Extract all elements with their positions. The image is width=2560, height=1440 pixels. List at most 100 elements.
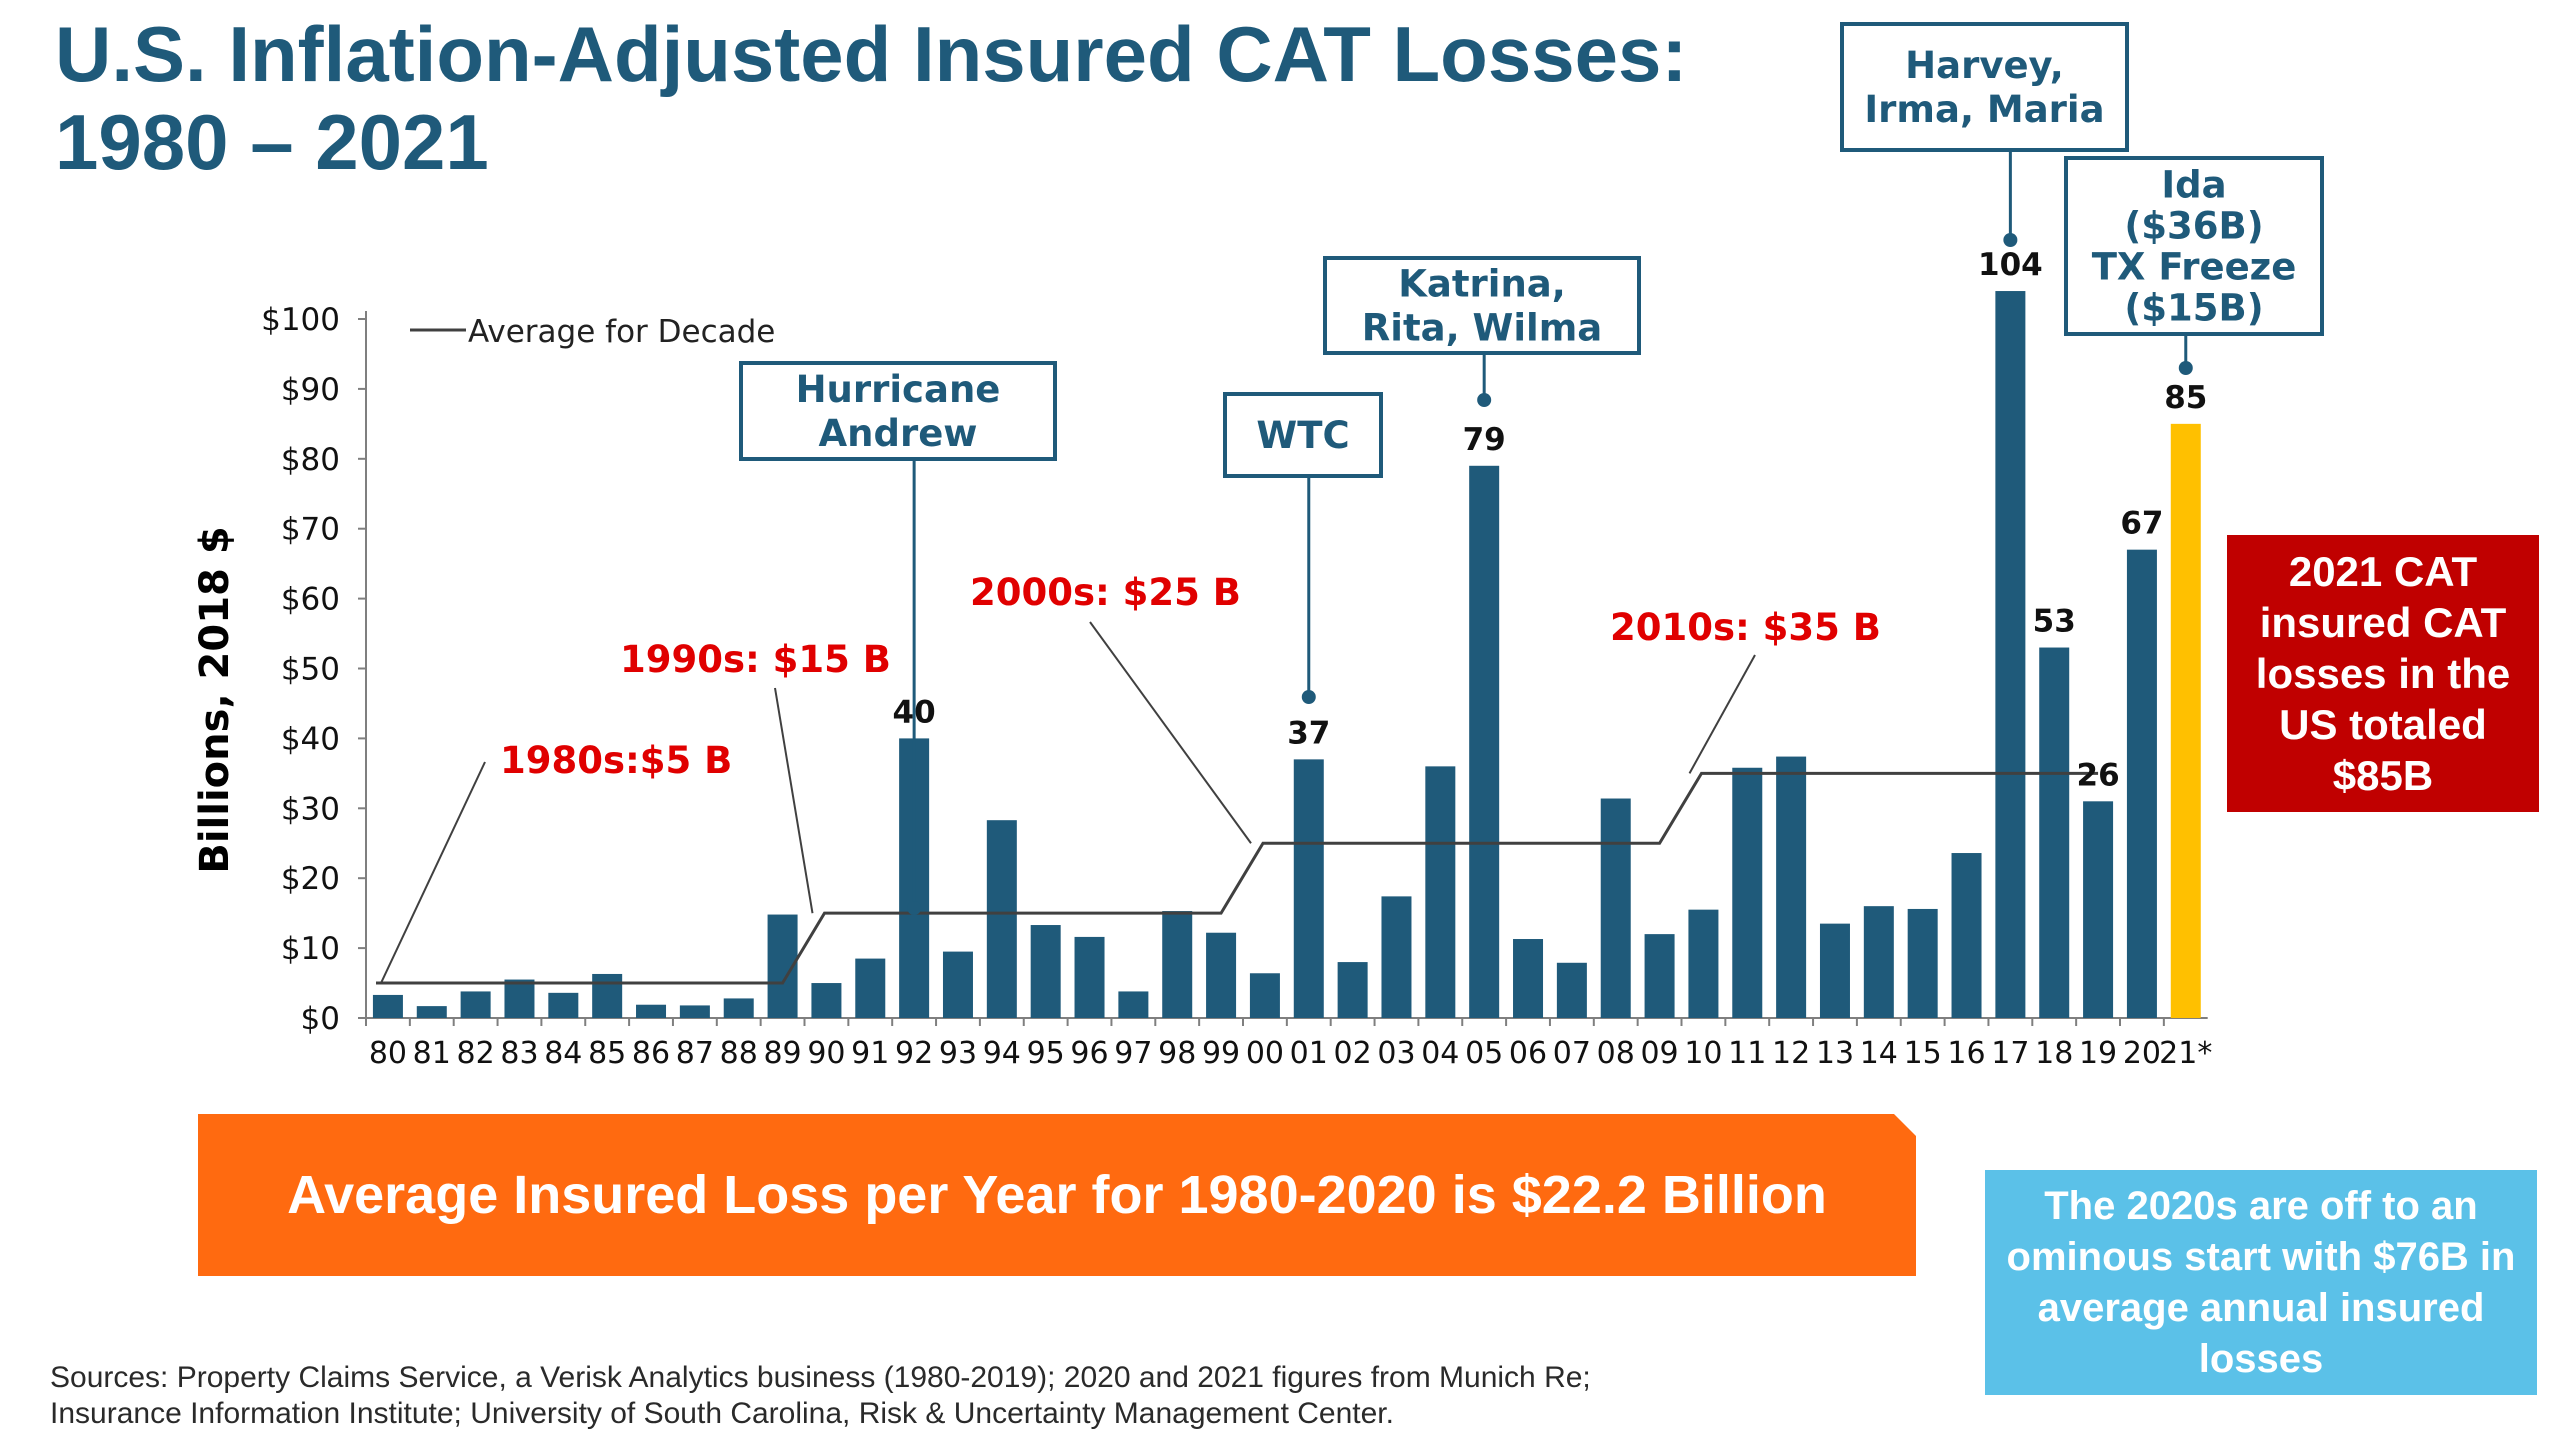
y-tick-label: $10 <box>281 931 340 967</box>
y-axis-title: Billions, 2018 $ <box>192 526 238 873</box>
bar-80 <box>372 994 403 1018</box>
y-tick-label: $90 <box>281 372 340 408</box>
2021-total-text: 2021 CAT insured CAT losses in the US to… <box>2255 548 2511 799</box>
y-tick-label: $60 <box>281 582 340 618</box>
x-tick-label: 01 <box>1290 1036 1328 1071</box>
x-tick-label: 17 <box>1991 1036 2029 1071</box>
bar-87 <box>679 1005 710 1018</box>
callout-text: WTC <box>1256 414 1349 457</box>
data-label: 85 <box>2164 380 2207 416</box>
x-tick-label: 20 <box>2123 1036 2161 1071</box>
x-tick-label: 83 <box>500 1036 538 1071</box>
x-tick-label: 81 <box>413 1036 451 1071</box>
x-tick-label: 80 <box>369 1036 407 1071</box>
callout-text: Hurricane <box>796 368 1001 411</box>
x-tick-label: 04 <box>1421 1036 1459 1071</box>
y-tick-label: $0 <box>301 1001 340 1037</box>
decade-leader-line <box>1089 621 1252 844</box>
callout-text: Ida <box>2161 164 2226 207</box>
x-tick-label: 90 <box>807 1036 845 1071</box>
bar-90 <box>811 983 842 1018</box>
bar-05 <box>1469 465 1500 1018</box>
average-loss-banner: Average Insured Loss per Year for 1980-2… <box>198 1114 1916 1276</box>
bar-91 <box>855 958 886 1018</box>
sources-note: Sources: Property Claims Service, a Veri… <box>50 1360 1850 1432</box>
x-tick-label: 16 <box>1947 1036 1985 1071</box>
bar-11 <box>1732 767 1763 1018</box>
bar-layer <box>372 291 2201 1019</box>
bar-84 <box>548 992 579 1018</box>
x-tick-label: 82 <box>457 1036 495 1071</box>
x-tick-label: 00 <box>1246 1036 1284 1071</box>
x-tick-label: 85 <box>588 1036 626 1071</box>
bar-14 <box>1863 906 1894 1018</box>
decade-average-label: 2000s: $25 B <box>970 571 1241 614</box>
y-tick-label: $100 <box>261 302 340 338</box>
bar-19 <box>2083 801 2114 1018</box>
bar-12 <box>1776 756 1807 1018</box>
bar-16 <box>1951 853 1982 1018</box>
x-tick-label: 03 <box>1377 1036 1415 1071</box>
bar-18 <box>2039 647 2070 1018</box>
callout-text: TX Freeze <box>2092 246 2297 289</box>
bar-82 <box>460 991 491 1018</box>
x-tick-label: 11 <box>1728 1036 1766 1071</box>
x-tick-label: 87 <box>676 1036 714 1071</box>
x-tick-label: 19 <box>2079 1036 2117 1071</box>
bar-15 <box>1907 908 1938 1018</box>
x-tick-label: 06 <box>1509 1036 1547 1071</box>
bar-08 <box>1600 798 1631 1018</box>
bar-17 <box>1995 291 2026 1018</box>
bar-88 <box>723 998 754 1018</box>
data-label: 104 <box>1978 247 2043 283</box>
callout-box <box>2064 156 2324 336</box>
bar-83 <box>504 979 535 1018</box>
decade-average-label: 1980s:$5 B <box>500 739 732 782</box>
x-tick-label: 09 <box>1640 1036 1678 1071</box>
decade-average-label: 2010s: $35 B <box>1610 606 1881 649</box>
bar-96 <box>1074 936 1105 1018</box>
decade-average-label: 1990s: $15 B <box>620 638 891 681</box>
x-tick-label: 15 <box>1904 1036 1942 1071</box>
x-tick-label: 02 <box>1334 1036 1372 1071</box>
callout-box <box>739 361 1057 461</box>
y-tick-label: $80 <box>281 442 340 478</box>
x-tick-label: 18 <box>2035 1036 2073 1071</box>
decade-leader-line <box>380 761 486 984</box>
event-callout: Ida($36B)TX Freeze($15B) <box>2064 156 2324 375</box>
decade-average-line <box>376 771 2099 985</box>
y-tick-label: $20 <box>281 861 340 897</box>
data-label: 53 <box>2033 604 2076 640</box>
bar-95 <box>1030 925 1061 1018</box>
average-layer: 1980s:$5 B 1990s: $15 B 2000s: $25 B 2010s:… <box>376 571 2099 985</box>
event-callout: Katrina,Rita, Wilma <box>1323 256 1641 407</box>
event-callout: WTC <box>1223 392 1383 704</box>
callout-dot <box>907 901 922 915</box>
bar-07 <box>1556 962 1587 1018</box>
decade-leader-line <box>1688 654 1756 774</box>
data-label: 67 <box>2120 506 2163 542</box>
callout-box <box>1840 22 2129 152</box>
callout-text: ($36B) <box>2124 205 2263 248</box>
bar-00 <box>1249 973 1280 1018</box>
bar-81 <box>416 1006 447 1018</box>
2021-total-callout: 2021 CAT insured CAT losses in the US to… <box>2227 535 2539 812</box>
bar-94 <box>986 820 1017 1018</box>
x-tick-label: 14 <box>1860 1036 1898 1071</box>
legend-label: Average for Decade <box>468 314 775 350</box>
x-tick-label: 13 <box>1816 1036 1854 1071</box>
bar-93 <box>942 951 973 1018</box>
callout-text: Katrina, <box>1398 263 1566 306</box>
x-tick-label: 05 <box>1465 1036 1503 1071</box>
y-tick-label: $50 <box>281 652 340 688</box>
x-tick-label: 84 <box>544 1036 582 1071</box>
callout-text: Andrew <box>819 412 978 455</box>
x-tick-label: 07 <box>1553 1036 1591 1071</box>
y-tick-label: $40 <box>281 721 340 757</box>
title-line-1: U.S. Inflation-Adjusted Insured CAT Loss… <box>55 10 1688 98</box>
data-label: 26 <box>2077 757 2120 793</box>
x-tick-label: 95 <box>1027 1036 1065 1071</box>
